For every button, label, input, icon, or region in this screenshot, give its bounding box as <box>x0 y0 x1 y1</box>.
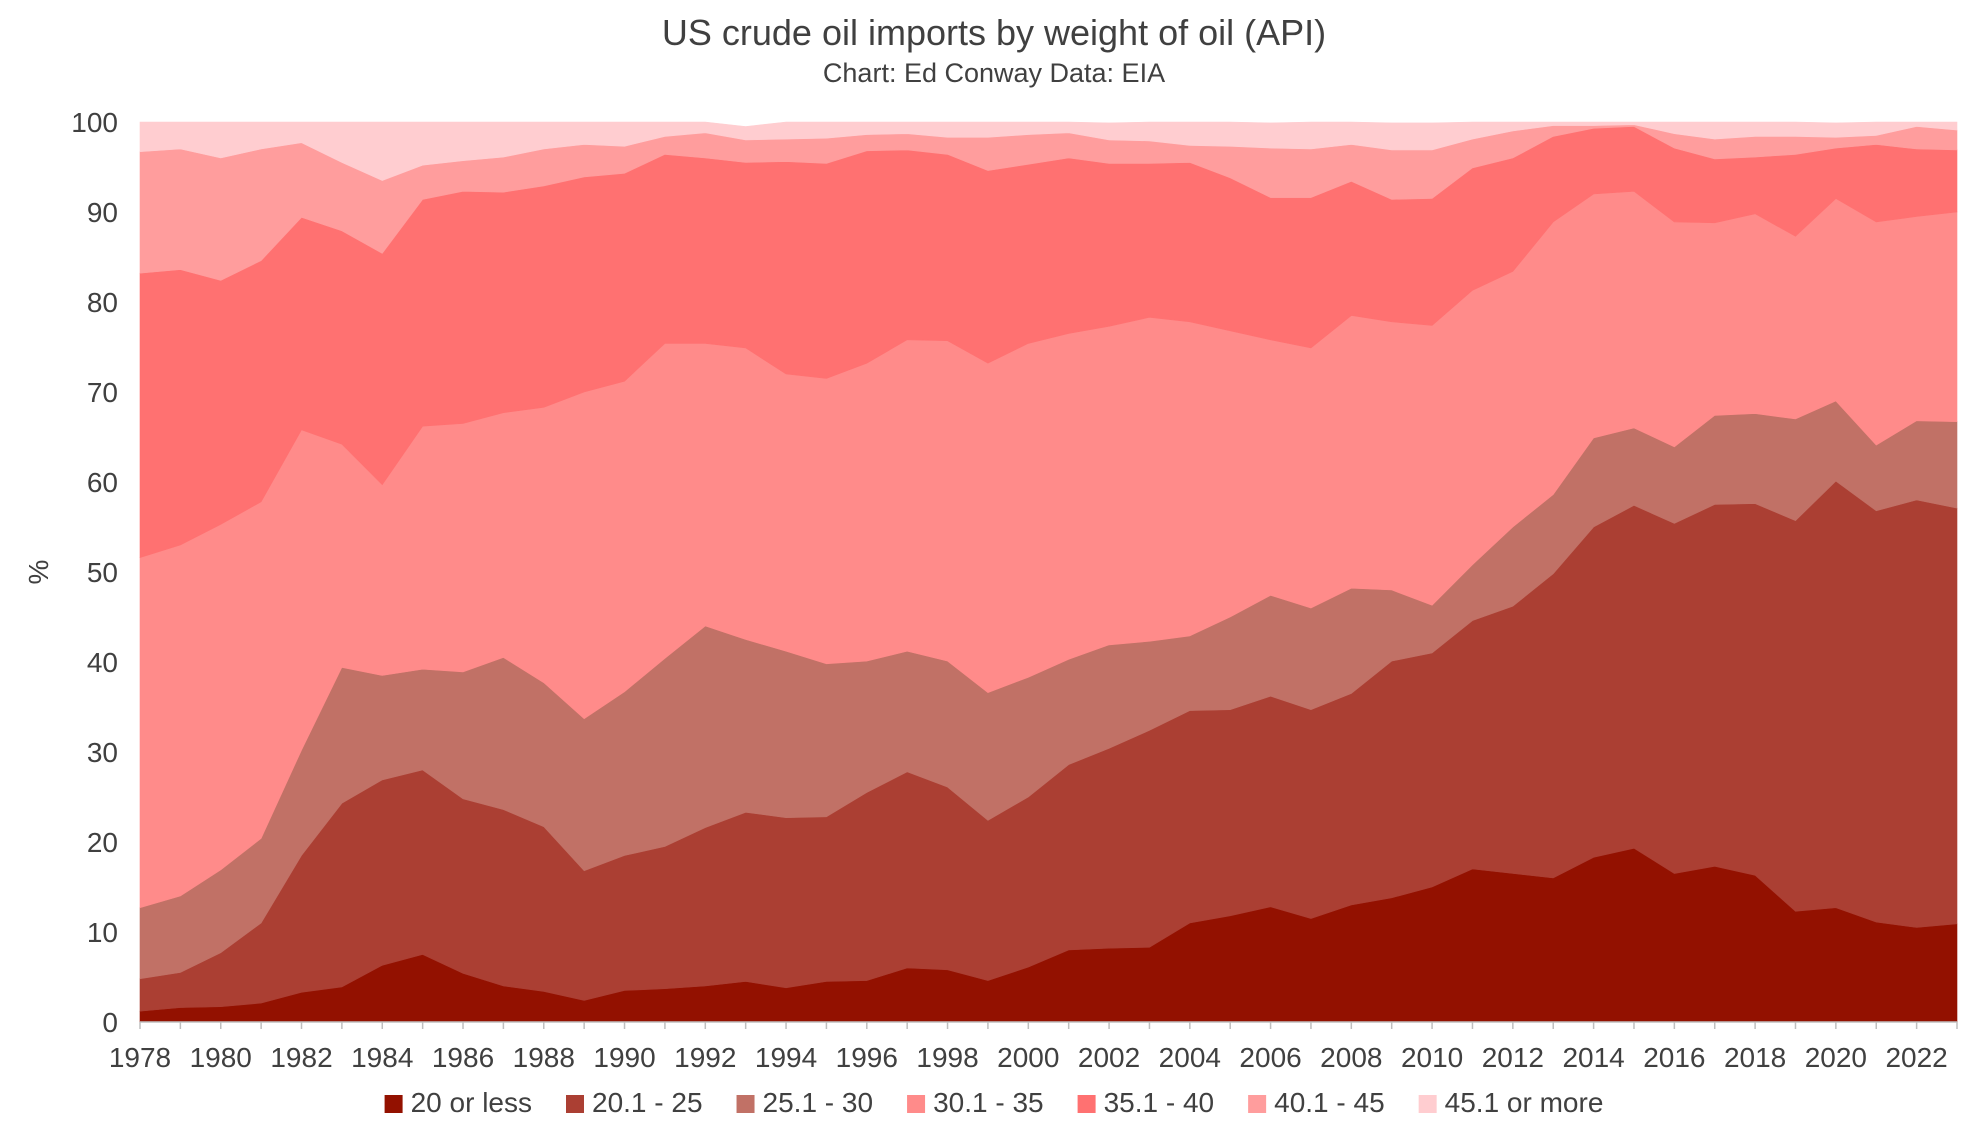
x-tick-label: 2018 <box>1724 1042 1786 1073</box>
x-tick-label: 2020 <box>1805 1042 1867 1073</box>
legend-item-35-1-40: 35.1 - 40 <box>1077 1087 1215 1118</box>
y-axis: 0 10 20 30 40 50 60 70 80 90 100 <box>71 107 118 1038</box>
x-tick-label: 2016 <box>1643 1042 1705 1073</box>
x-tick-label: 2010 <box>1401 1042 1463 1073</box>
legend-label: 20 or less <box>411 1087 532 1118</box>
legend-swatch <box>1248 1095 1267 1113</box>
legend-item-25-1-30: 25.1 - 30 <box>736 1087 874 1118</box>
legend-label: 20.1 - 25 <box>592 1087 703 1118</box>
legend-swatch <box>736 1095 755 1113</box>
legend-item-45-1-or-more: 45.1 or more <box>1418 1087 1604 1118</box>
x-tick-label: 1988 <box>513 1042 575 1073</box>
x-tick-label: 2012 <box>1482 1042 1544 1073</box>
legend-label: 40.1 - 45 <box>1274 1087 1385 1118</box>
area-series-45-1-or-more <box>139 121 1958 181</box>
x-tick-label: 2006 <box>1239 1042 1301 1073</box>
x-tick-label: 2008 <box>1320 1042 1382 1073</box>
y-tick-label: 70 <box>87 377 118 408</box>
chart-title: US crude oil imports by weight of oil (A… <box>662 12 1326 53</box>
legend-item-20-1-25: 20.1 - 25 <box>566 1087 703 1118</box>
y-axis-title: % <box>23 560 54 585</box>
legend-item-30-1-35: 30.1 - 35 <box>907 1087 1044 1118</box>
x-tick-label: 1990 <box>593 1042 655 1073</box>
y-tick-label: 60 <box>87 467 118 498</box>
x-tick-label: 2022 <box>1885 1042 1947 1073</box>
areas-layer <box>139 121 1958 1023</box>
y-tick-label: 30 <box>87 737 118 768</box>
x-tick-label: 1978 <box>109 1042 171 1073</box>
chart-subtitle: Chart: Ed Conway Data: EIA <box>823 58 1165 88</box>
x-tick-label: 1996 <box>836 1042 898 1073</box>
x-tick-label: 1986 <box>432 1042 494 1073</box>
legend-label: 35.1 - 40 <box>1104 1087 1215 1118</box>
y-tick-label: 50 <box>87 557 118 588</box>
x-tick-label: 2000 <box>997 1042 1059 1073</box>
x-tick-label: 1994 <box>755 1042 817 1073</box>
y-tick-label: 40 <box>87 647 118 678</box>
y-tick-label: 100 <box>71 107 118 138</box>
y-tick-label: 20 <box>87 827 118 858</box>
x-tick-label: 1984 <box>351 1042 413 1073</box>
x-tick-label: 1992 <box>674 1042 736 1073</box>
legend: 20 or less 20.1 - 25 25.1 - 30 30.1 - 35 35.… <box>384 1087 1604 1118</box>
legend-swatch <box>907 1095 926 1113</box>
y-tick-label: 0 <box>102 1007 118 1038</box>
legend-swatch <box>1418 1095 1437 1113</box>
legend-item-20-or-less: 20 or less <box>384 1087 532 1118</box>
x-tick-label: 2004 <box>1159 1042 1221 1073</box>
x-tick-label: 1998 <box>916 1042 978 1073</box>
x-tick-label: 1980 <box>190 1042 252 1073</box>
y-tick-label: 90 <box>87 197 118 228</box>
legend-swatch <box>566 1095 584 1113</box>
legend-swatch <box>384 1095 403 1113</box>
y-tick-label: 10 <box>87 917 118 948</box>
x-tick-label: 2014 <box>1562 1042 1624 1073</box>
x-axis: 1978 1980 1982 1984 1986 1988 1990 1992 1994 1996… <box>109 1021 1958 1073</box>
legend-label: 30.1 - 35 <box>933 1087 1044 1118</box>
x-tick-label: 2002 <box>1078 1042 1140 1073</box>
legend-item-40-1-45: 40.1 - 45 <box>1248 1087 1385 1118</box>
x-tick-label: 1982 <box>270 1042 332 1073</box>
y-tick-label: 80 <box>87 287 118 318</box>
legend-label: 25.1 - 30 <box>763 1087 874 1118</box>
legend-label: 45.1 or more <box>1445 1087 1604 1118</box>
legend-swatch <box>1077 1095 1096 1113</box>
